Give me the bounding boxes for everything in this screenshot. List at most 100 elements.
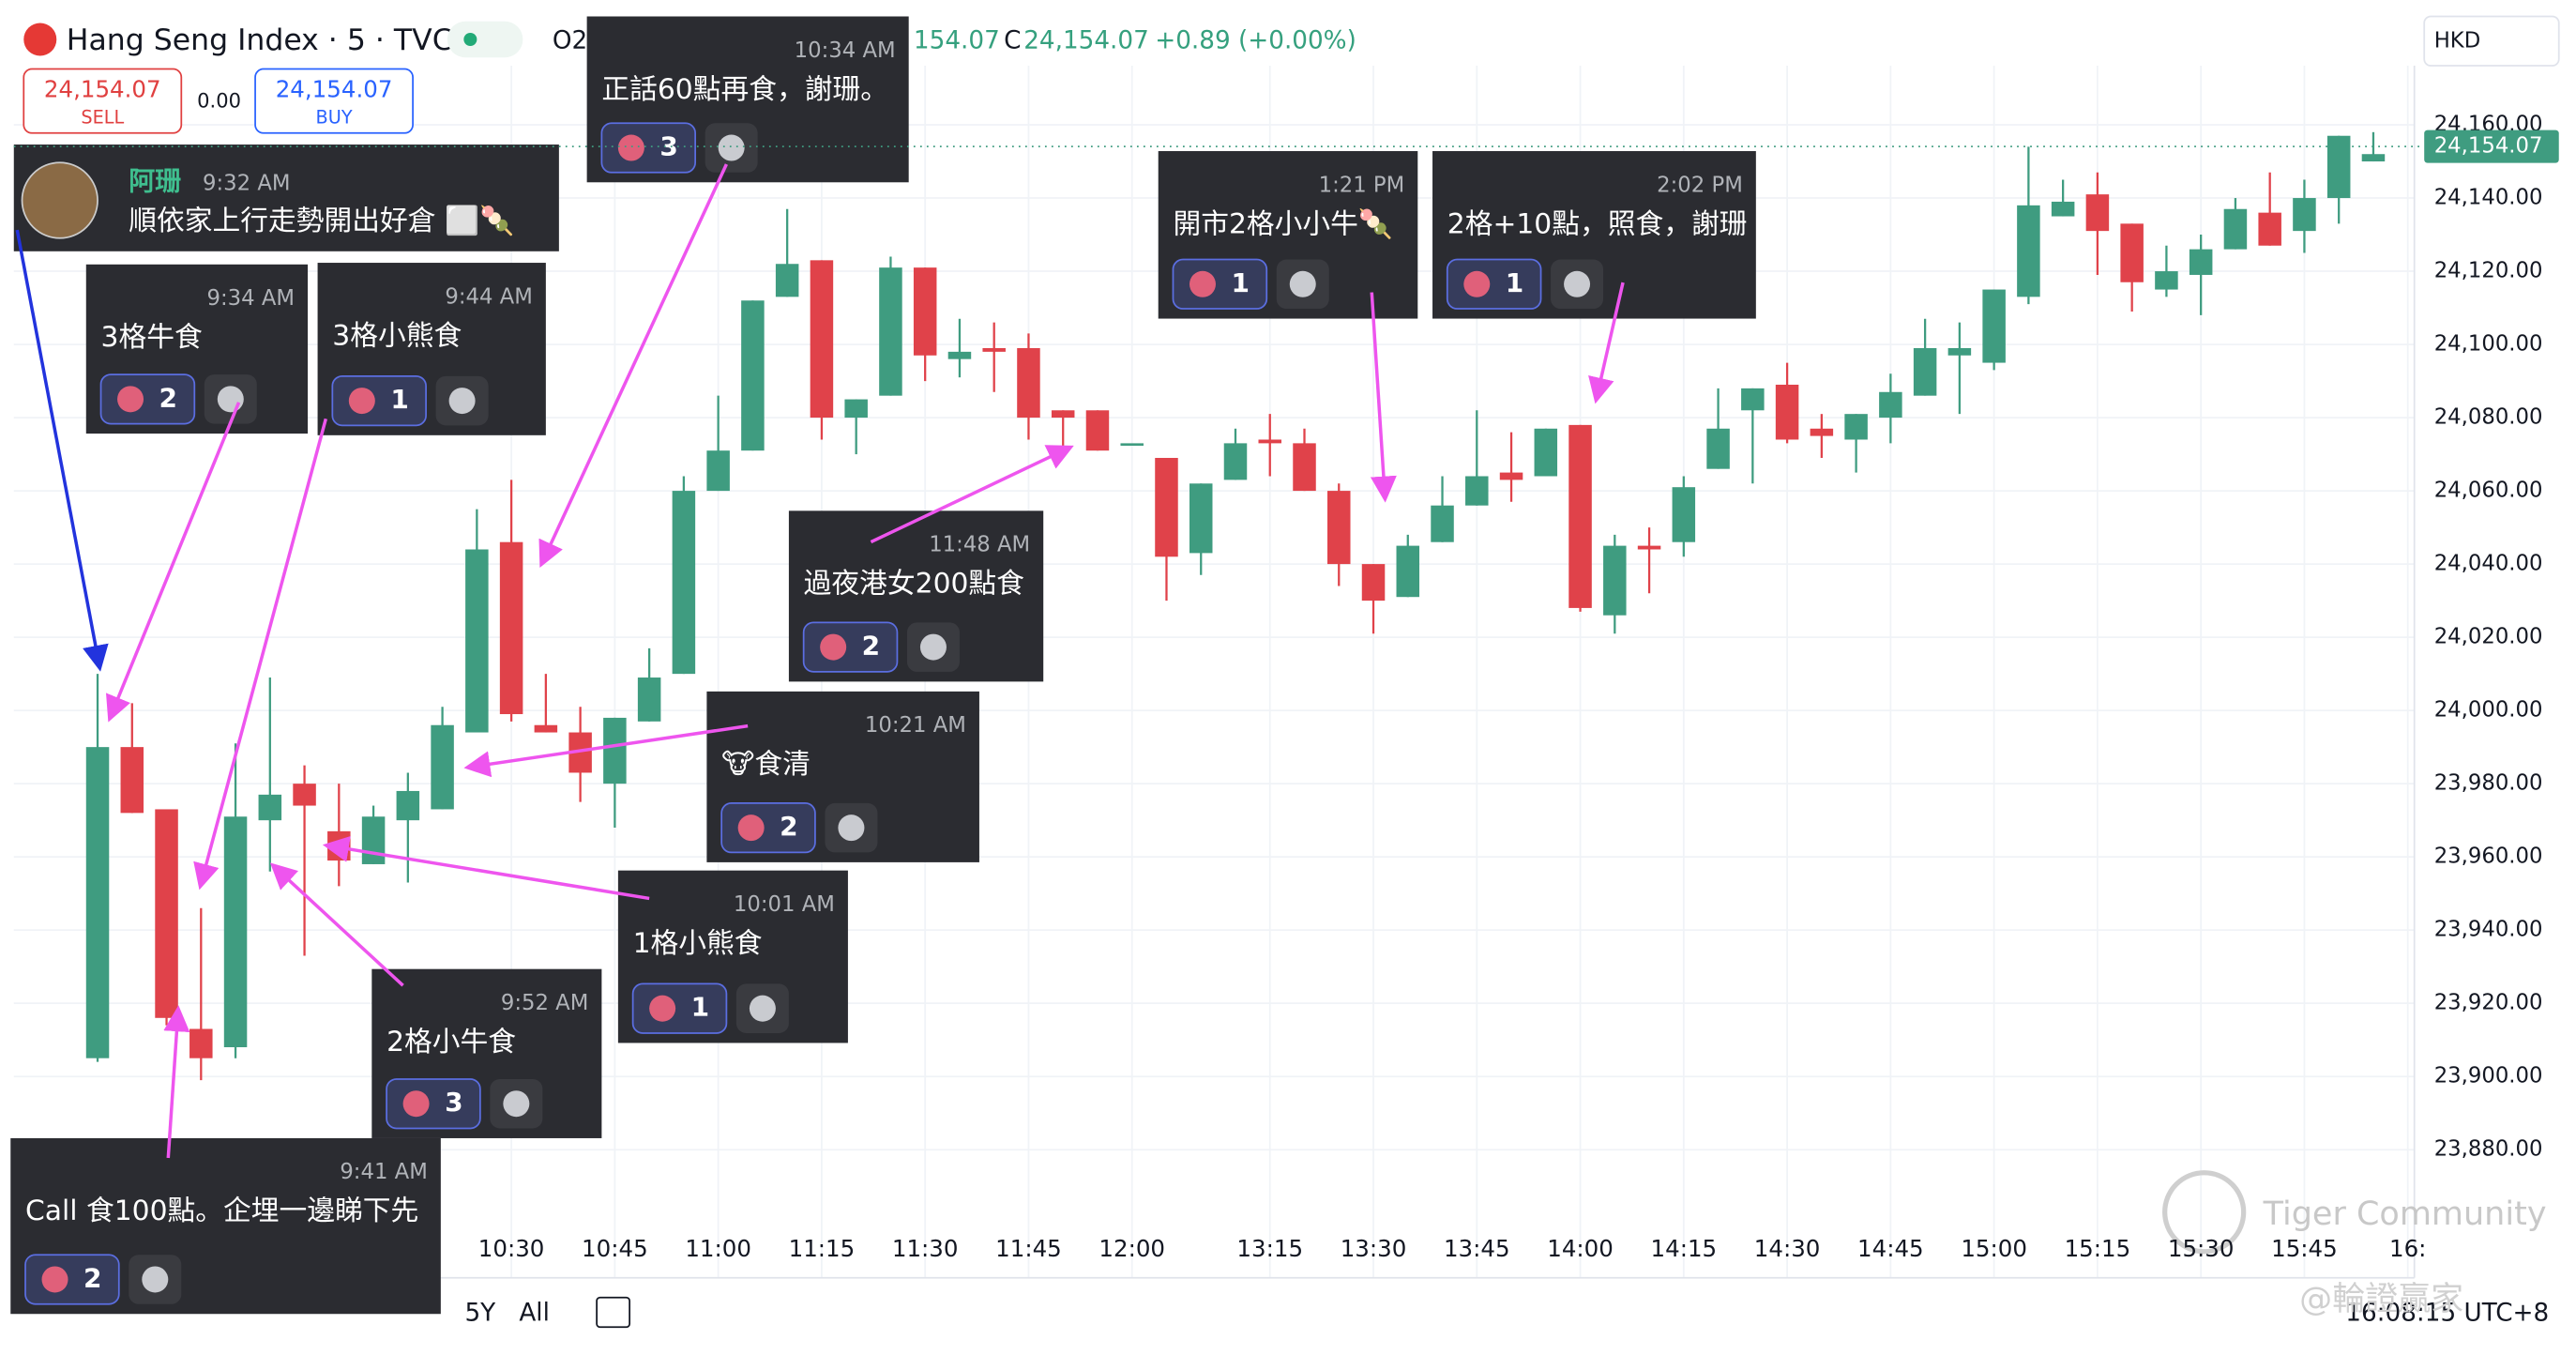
candle-body <box>431 724 454 810</box>
y-tick-label: 23,940.00 <box>2434 918 2543 942</box>
logo <box>23 23 57 56</box>
candle-body <box>1534 428 1558 477</box>
message-time: 9:52 AM <box>501 991 589 1015</box>
smiley-icon <box>142 1266 169 1293</box>
reaction-count: 1 <box>1506 267 1523 298</box>
reaction-pill[interactable] <box>1446 258 1542 310</box>
last-price-tag <box>2424 129 2559 163</box>
candle-body <box>2223 208 2248 250</box>
candle-body <box>810 260 834 419</box>
message-text: 2格小牛食 <box>386 1026 516 1058</box>
x-tick-label: 10:45 <box>582 1235 648 1262</box>
reaction-emoji <box>402 1090 430 1118</box>
reaction-count: 3 <box>445 1087 462 1118</box>
reaction-count: 3 <box>659 131 677 162</box>
candle-body <box>2120 223 2144 282</box>
y-tick-label: 23,880.00 <box>2434 1137 2543 1162</box>
x-tick-label: 15:00 <box>1961 1235 2027 1262</box>
reaction-emoji <box>348 388 375 415</box>
candle-body <box>189 1028 213 1058</box>
candle-body <box>2361 154 2386 162</box>
reaction-pill[interactable] <box>720 802 816 854</box>
candle-body <box>1775 384 1799 440</box>
candle-body <box>2051 201 2075 217</box>
arrow <box>463 723 749 778</box>
candle-body <box>85 747 110 1058</box>
reaction-pill[interactable] <box>802 621 899 673</box>
reaction-emoji <box>1463 270 1491 297</box>
compare-icon[interactable] <box>596 1296 631 1329</box>
reaction-pill[interactable] <box>24 1254 120 1305</box>
smiley-icon <box>919 633 947 661</box>
x-tick-label: 14:45 <box>1857 1235 1924 1262</box>
arrow <box>538 163 728 568</box>
candle-body <box>2293 198 2316 232</box>
candle-body <box>947 351 972 359</box>
buy-button[interactable] <box>254 68 414 134</box>
reaction-pill[interactable] <box>331 374 427 427</box>
status-dot <box>463 33 477 47</box>
reaction-pill[interactable] <box>1172 258 1268 310</box>
buy-label: BUY <box>316 107 353 129</box>
sell-price: 24,154.07 <box>44 75 161 102</box>
y-tick-label: 23,920.00 <box>2434 991 2543 1015</box>
candle-body <box>2017 205 2040 297</box>
message-text: 2格+10點，照食，謝珊 <box>1447 207 1748 240</box>
arrow <box>1370 292 1397 503</box>
candle-body <box>120 747 144 814</box>
message-time: 11:48 AM <box>929 533 1030 557</box>
candle-body <box>1465 476 1489 506</box>
y-tick-label: 24,020.00 <box>2434 625 2543 649</box>
message-text: 1格小熊食 <box>633 927 763 960</box>
y-tick-label: 24,140.00 <box>2434 186 2543 210</box>
candle-body <box>1672 487 1696 542</box>
smiley-icon <box>1289 270 1316 297</box>
x-tick-label: 15:15 <box>2065 1235 2131 1262</box>
y-tick-label: 24,040.00 <box>2434 552 2543 576</box>
x-tick-label: 11:15 <box>789 1235 856 1262</box>
x-tick-label: 11:45 <box>995 1235 1062 1262</box>
candle-body <box>1189 483 1213 554</box>
range-button[interactable]: 5Y <box>464 1300 496 1328</box>
candle-body <box>637 678 661 722</box>
y-tick-label: 23,900.00 <box>2434 1064 2543 1089</box>
message-time: 10:34 AM <box>795 38 896 63</box>
candle-body <box>293 784 316 806</box>
candle-body <box>1085 410 1110 451</box>
currency-select[interactable] <box>2423 15 2560 67</box>
x-tick-label: 14:30 <box>1754 1235 1821 1262</box>
reaction-pill[interactable] <box>631 982 728 1034</box>
candle-body <box>361 816 386 864</box>
arrow <box>15 229 109 672</box>
sell-button[interactable] <box>23 68 183 134</box>
x-tick-label: 10:30 <box>478 1235 545 1262</box>
reaction-pill[interactable] <box>386 1078 481 1130</box>
candles <box>85 131 2386 1081</box>
y-tick-label: 24,000.00 <box>2434 698 2543 723</box>
reaction-pill[interactable] <box>600 122 697 174</box>
candle-body <box>1499 472 1523 480</box>
candle-body <box>465 549 489 733</box>
candle-body <box>1361 564 1386 601</box>
candle-body <box>1327 491 1351 565</box>
reaction-emoji <box>617 134 644 161</box>
x-tick-label: 11:00 <box>685 1235 751 1262</box>
x-tick-label: 13:30 <box>1341 1235 1407 1262</box>
message-text: 🐮食清 <box>721 748 811 781</box>
candle-body <box>499 541 523 715</box>
smiley-icon <box>217 386 244 413</box>
message-time: 9:32 AM <box>203 172 291 196</box>
reaction-pill[interactable] <box>99 373 196 425</box>
watermark-brand: Tiger Community <box>2263 1195 2547 1233</box>
candle-body <box>1258 439 1281 444</box>
reaction-count: 1 <box>691 992 709 1023</box>
message-card <box>13 145 559 251</box>
candle-body <box>396 790 420 821</box>
range-button[interactable]: All <box>519 1300 550 1328</box>
candle-body <box>2155 271 2178 290</box>
smiley-icon <box>718 134 745 161</box>
candle-body <box>1120 443 1144 447</box>
reaction-emoji <box>737 815 765 842</box>
buy-price: 24,154.07 <box>276 75 393 102</box>
